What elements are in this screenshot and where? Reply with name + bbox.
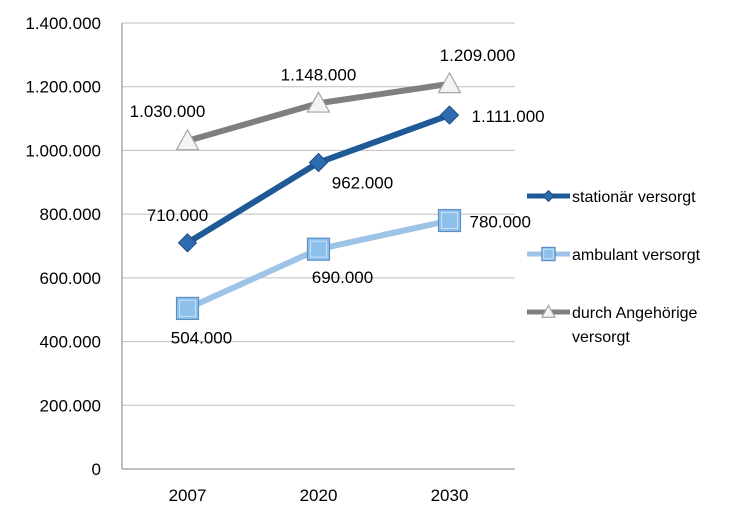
data-point — [437, 71, 462, 94]
data-label: 504.000 — [171, 328, 232, 347]
data-label: 1.030.000 — [130, 102, 206, 121]
y-tick-label: 200.000 — [40, 396, 101, 415]
y-tick-label: 0 — [92, 460, 101, 479]
y-tick-label: 1.200.000 — [25, 78, 101, 97]
data-point — [437, 208, 462, 233]
data-label: 690.000 — [312, 268, 373, 287]
data-labels: 1.030.000 1.148.000 1.209.000 504.000 690.00… — [130, 46, 545, 348]
data-point — [175, 296, 200, 321]
axes — [121, 23, 515, 470]
y-axis-ticks: 0 200.000 400.000 600.000 800.000 1.000.000 1.… — [25, 14, 101, 479]
legend-label: durch Angehörige — [572, 305, 698, 322]
y-tick-label: 400.000 — [40, 333, 101, 352]
data-point — [306, 237, 331, 261]
legend-label: stationär versorgt — [572, 189, 696, 206]
legend: stationär versorgt ambulant versorgt durch… — [527, 189, 701, 346]
legend-marker-highlight — [543, 248, 554, 260]
data-label: 1.148.000 — [281, 65, 357, 84]
data-point — [308, 152, 329, 173]
data-point — [175, 128, 200, 151]
data-point-highlight — [441, 212, 458, 230]
x-axis-ticks: 2007 2020 2030 — [169, 486, 469, 505]
legend-marker — [541, 246, 556, 262]
x-tick-label: 2007 — [169, 486, 207, 505]
data-point-highlight — [179, 299, 196, 317]
data-point — [306, 91, 331, 113]
grid — [122, 22, 515, 406]
y-tick-label: 1.400.000 — [25, 14, 101, 33]
y-tick-label: 1.000.000 — [25, 141, 101, 160]
data-point — [177, 233, 198, 253]
data-point-highlight — [310, 240, 327, 258]
y-tick-label: 800.000 — [40, 205, 101, 224]
legend-label: ambulant versorgt — [572, 247, 701, 264]
legend-marker — [542, 189, 555, 203]
series-line-0 — [184, 112, 453, 246]
x-tick-label: 2030 — [431, 486, 469, 505]
y-tick-label: 600.000 — [40, 269, 101, 288]
series-line-1 — [184, 217, 453, 312]
legend-label: versorgt — [572, 329, 630, 346]
data-point — [439, 105, 460, 125]
data-label: 1.209.000 — [440, 46, 516, 65]
data-label: 962.000 — [332, 174, 393, 193]
x-tick-label: 2020 — [300, 486, 338, 505]
legend-marker — [540, 304, 557, 318]
series-markers — [175, 71, 462, 321]
data-label: 1.111.000 — [472, 107, 545, 126]
data-label: 780.000 — [470, 213, 531, 232]
data-label: 710.000 — [147, 206, 208, 225]
